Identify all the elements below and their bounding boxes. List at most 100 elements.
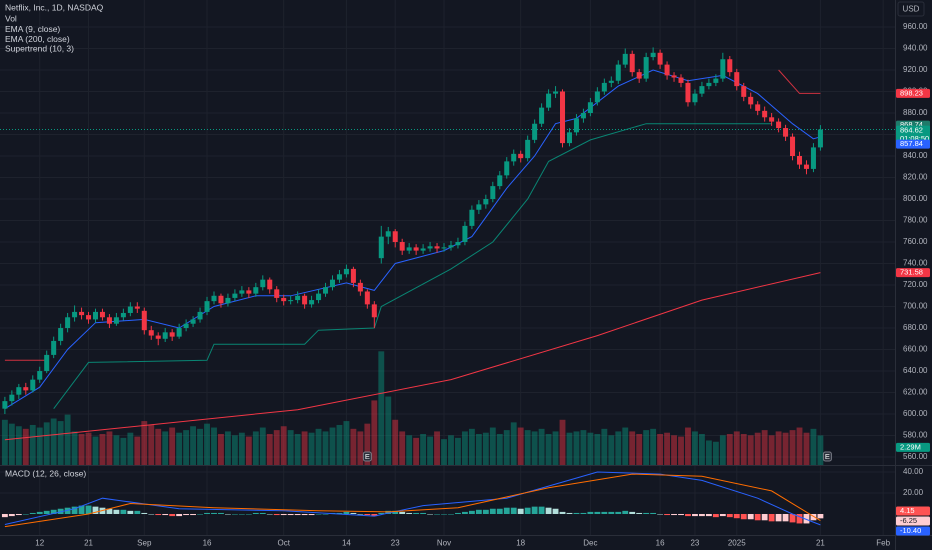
macd-histogram-bar [643,512,650,514]
volume-bar [211,427,217,465]
macd-histogram-bar [120,509,127,514]
volume-bar [120,437,127,465]
macd-histogram-bar [357,513,364,515]
candle-body [392,231,398,243]
macd-histogram-bar [434,513,440,515]
legend-ema9[interactable]: EMA (9, close) [5,24,60,34]
macd-histogram-bar [538,506,545,514]
candle-body [357,282,363,292]
candle-body [441,247,447,249]
y-tick-label: 640.00 [903,366,928,375]
volume-bar [475,434,482,465]
x-tick-label: Oct [277,539,290,548]
candle-body [615,64,621,81]
macd-histogram-bar [378,512,385,514]
volume-bar [468,428,475,465]
volume-bar [273,430,280,465]
candle-body [643,57,649,79]
volume-bar [1,419,8,465]
volume-bar [740,434,747,465]
macd-histogram-bar [740,513,747,520]
volume-bar [413,437,420,465]
legend-macd[interactable]: MACD (12, 26, close) [5,468,86,478]
macd-histogram-bar [510,507,517,514]
x-tick-label: 14 [342,539,351,548]
volume-bar [280,426,287,465]
candle-body [566,132,572,144]
macd-histogram-bar [71,506,78,514]
macd-histogram-bar [705,513,712,517]
legend-volume[interactable]: Vol [5,13,17,23]
x-tick-label: 18 [516,539,525,548]
volume-bar [252,431,259,465]
volume-bar [113,435,120,465]
candle-body [176,328,182,337]
volume-bar [420,434,427,465]
candle-body [720,59,726,79]
volume-bar [364,423,371,465]
candle-body [427,246,433,249]
candle-body [741,86,747,97]
candle-body [636,72,642,79]
macd-histogram-bar [225,513,231,515]
volume-bar [64,414,71,465]
last-price-value-countdown: 01:08:50 [900,134,929,143]
candle-body [713,78,719,83]
macd-histogram-bar [8,513,15,517]
volume-bar [796,427,803,465]
legend-ema200[interactable]: EMA (200, close) [5,34,70,44]
candle-body [225,297,231,304]
candle-body [155,335,161,339]
macd-histogram-bar [392,510,399,514]
earnings-marker[interactable] [362,451,372,462]
volume-bar [552,431,559,465]
currency-box[interactable] [897,1,925,17]
macd-histogram-bar [218,512,224,514]
macd-histogram-bar [113,509,120,514]
earnings-marker[interactable] [822,451,832,462]
ema9-value: 857.84 [900,139,923,148]
earnings-label: E [365,452,370,461]
candle-body [246,290,252,294]
candle-body [343,268,349,275]
volume-bar [712,441,719,465]
candle-body [23,387,29,391]
macd-tick-label: 40.00 [903,467,924,476]
volume-bar [106,431,113,465]
macd-histogram-bar [294,513,301,516]
volume-bar [406,435,413,465]
candle-body [518,153,524,159]
volume-bar [733,431,740,465]
x-tick-label: 2025 [728,539,746,548]
volume-bar [399,431,406,465]
legend-supertrend[interactable]: Supertrend (10, 3) [5,43,74,53]
macd-histogram-bar [566,512,573,514]
macd-histogram-bar [482,509,489,514]
macd-histogram-bar [183,513,190,516]
candle-body [511,153,517,162]
macd-histogram-bar [211,512,217,514]
signal-line [4,473,821,528]
volume-bar [754,432,761,465]
candle-body [79,311,85,316]
volume-bar [78,434,85,465]
candle-body [197,311,203,320]
volume-bar [573,431,580,465]
volume-bar [245,436,252,465]
volume-bar [671,435,677,465]
volume-bar [225,431,231,465]
macd-histogram-bar [427,513,434,515]
macd-histogram-bar [594,511,601,514]
candle-body [650,52,656,58]
macd-histogram-bar [726,513,733,518]
candle-body [497,175,503,187]
macd-histogram-bar [636,512,643,514]
candle-body [587,102,593,113]
candle-body [553,91,559,94]
candle-body [629,53,635,73]
macd-histogram-bar [559,511,566,514]
candle-body [295,295,301,301]
candle-body [434,246,440,249]
macd-histogram-bar [468,510,475,514]
volume-bar [371,400,378,465]
